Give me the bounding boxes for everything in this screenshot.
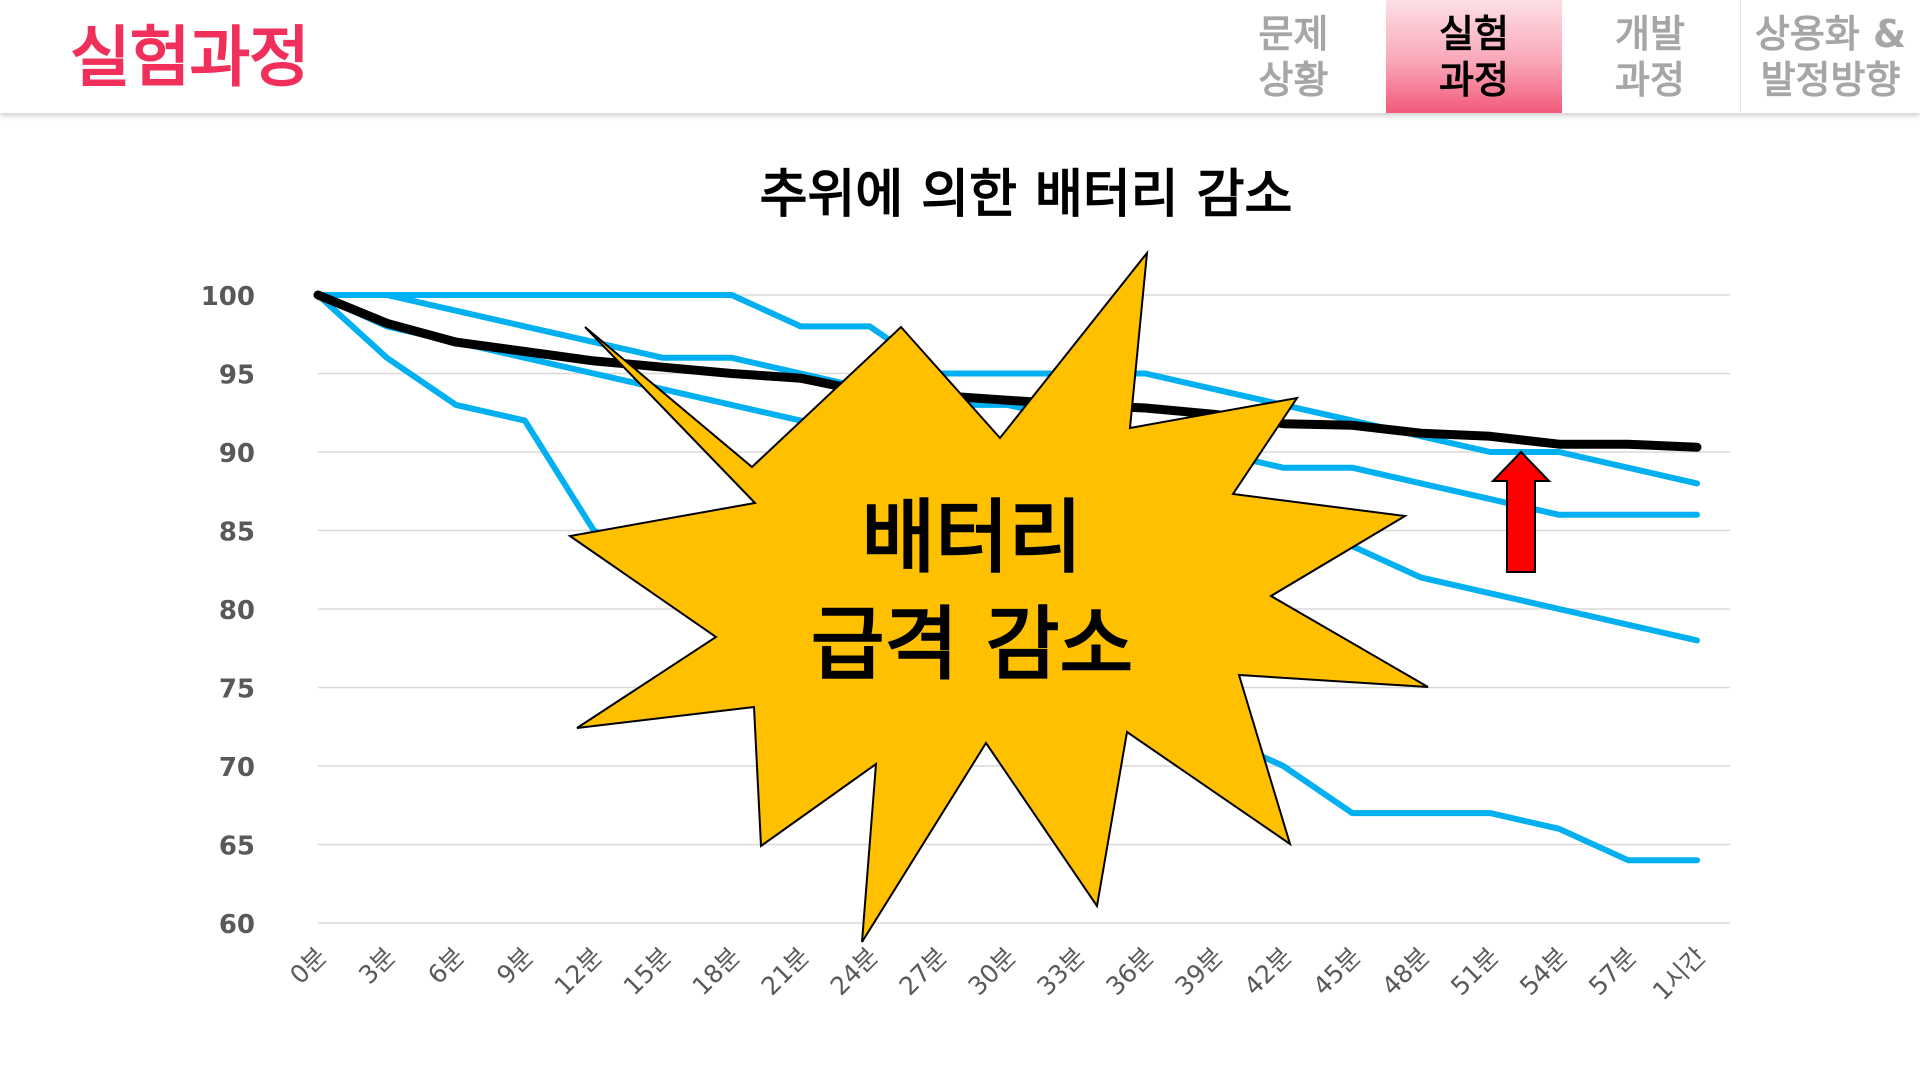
- tab-development-process[interactable]: 개발 과정: [1562, 0, 1738, 113]
- x-tick-label: 21분: [756, 942, 815, 1001]
- y-tick-label: 70: [219, 753, 255, 783]
- y-tick-label: 100: [201, 282, 255, 312]
- x-tick-label: 42분: [1238, 942, 1297, 1001]
- x-tick-label: 15분: [618, 942, 677, 1001]
- up-arrow-icon: [1490, 450, 1552, 573]
- x-tick-label: 30분: [962, 942, 1021, 1001]
- starburst-icon: [567, 249, 1429, 943]
- x-tick-label: 12분: [549, 942, 608, 1001]
- x-tick-label: 39분: [1169, 942, 1228, 1001]
- x-tick-label: 27분: [894, 942, 953, 1001]
- tab-commercialization-direction[interactable]: 상용화 & 발정방향: [1740, 0, 1920, 113]
- y-axis-ticks: 100 95 90 85 80 75 70 65 60: [201, 282, 255, 940]
- callout-line1: 배터리: [862, 491, 1083, 584]
- x-tick-label: 45분: [1307, 942, 1366, 1001]
- y-tick-label: 60: [219, 910, 255, 940]
- x-tick-label: 3분: [353, 942, 401, 990]
- x-tick-label: 9분: [491, 942, 539, 990]
- page-title: 실험과정: [70, 19, 310, 96]
- tab-label-line2: 과정: [1615, 57, 1685, 102]
- callout-line2: 급격 감소: [811, 598, 1133, 691]
- x-tick-label: 33분: [1031, 942, 1090, 1001]
- series-line-5: [313, 290, 1702, 452]
- x-tick-label: 36분: [1100, 942, 1159, 1001]
- tab-label-line1: 상용화 &: [1754, 11, 1907, 56]
- y-tick-label: 65: [219, 832, 255, 862]
- tab-label-line1: 실험: [1439, 11, 1509, 56]
- y-tick-label: 75: [219, 675, 255, 705]
- y-tick-label: 80: [219, 596, 255, 626]
- x-tick-label: 0분: [284, 942, 332, 990]
- x-tick-label: 54분: [1514, 942, 1573, 1001]
- tab-experiment-process[interactable]: 실험 과정: [1386, 0, 1562, 113]
- y-tick-label: 90: [219, 439, 255, 469]
- x-tick-label: 51분: [1445, 942, 1504, 1001]
- y-tick-label: 95: [219, 361, 255, 391]
- x-tick-label: 1시간: [1647, 942, 1711, 1006]
- tab-label-line2: 과정: [1439, 57, 1509, 102]
- x-tick-label: 57분: [1583, 942, 1642, 1001]
- tab-label-line2: 상황: [1258, 57, 1329, 102]
- series-line-1: [315, 292, 1700, 487]
- x-tick-label: 24분: [825, 942, 884, 1001]
- x-tick-label: 48분: [1376, 942, 1435, 1001]
- x-axis-ticks: 0분 3분 6분 9분 12분 15분 18분 21분 24분 27분 30분 33분 36분 39분 42…: [284, 942, 1711, 1006]
- x-tick-label: 18분: [687, 942, 746, 1001]
- tab-label-line2: 발정방향: [1760, 57, 1901, 102]
- series-line-2: [315, 292, 1700, 518]
- chart-title: 추위에 의한 배터리 감소: [760, 165, 1293, 225]
- tab-problem-situation[interactable]: 문제 상황: [1225, 0, 1362, 113]
- x-tick-label: 6분: [422, 942, 470, 990]
- tab-label-line1: 문제: [1258, 11, 1329, 56]
- tab-label-line1: 개발: [1615, 11, 1685, 56]
- callout-group: 배터리 급격 감소: [567, 249, 1429, 943]
- y-tick-label: 85: [219, 518, 255, 548]
- header-bar: 실험과정 문제 상황 실험 과정 개발 과정 상용화 & 발정방향: [0, 0, 1920, 113]
